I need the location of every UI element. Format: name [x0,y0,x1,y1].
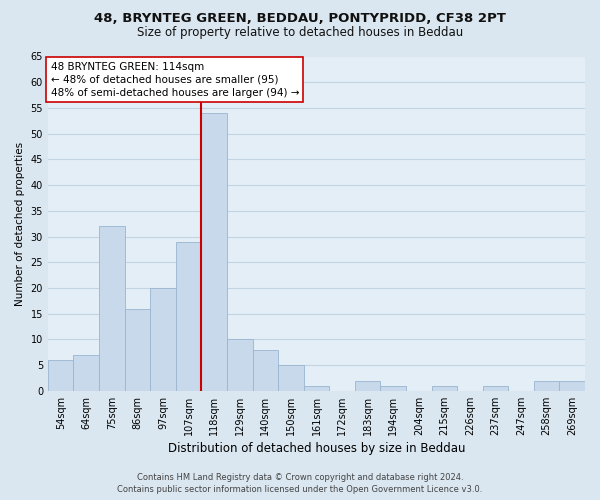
Text: Size of property relative to detached houses in Beddau: Size of property relative to detached ho… [137,26,463,39]
Bar [125,308,150,391]
Bar [482,386,508,391]
Text: Contains HM Land Registry data © Crown copyright and database right 2024.
Contai: Contains HM Land Registry data © Crown c… [118,472,482,494]
Bar [150,288,176,391]
Bar [99,226,125,391]
X-axis label: Distribution of detached houses by size in Beddau: Distribution of detached houses by size … [168,442,465,455]
Y-axis label: Number of detached properties: Number of detached properties [15,142,25,306]
Bar [304,386,329,391]
Bar [202,113,227,391]
Bar [355,380,380,391]
Bar [431,386,457,391]
Bar [48,360,73,391]
Bar [253,350,278,391]
Bar [176,242,202,391]
Bar [534,380,559,391]
Bar [73,355,99,391]
Bar [227,340,253,391]
Bar [278,365,304,391]
Text: 48 BRYNTEG GREEN: 114sqm
← 48% of detached houses are smaller (95)
48% of semi-d: 48 BRYNTEG GREEN: 114sqm ← 48% of detach… [50,62,299,98]
Bar [380,386,406,391]
Text: 48, BRYNTEG GREEN, BEDDAU, PONTYPRIDD, CF38 2PT: 48, BRYNTEG GREEN, BEDDAU, PONTYPRIDD, C… [94,12,506,26]
Bar [559,380,585,391]
